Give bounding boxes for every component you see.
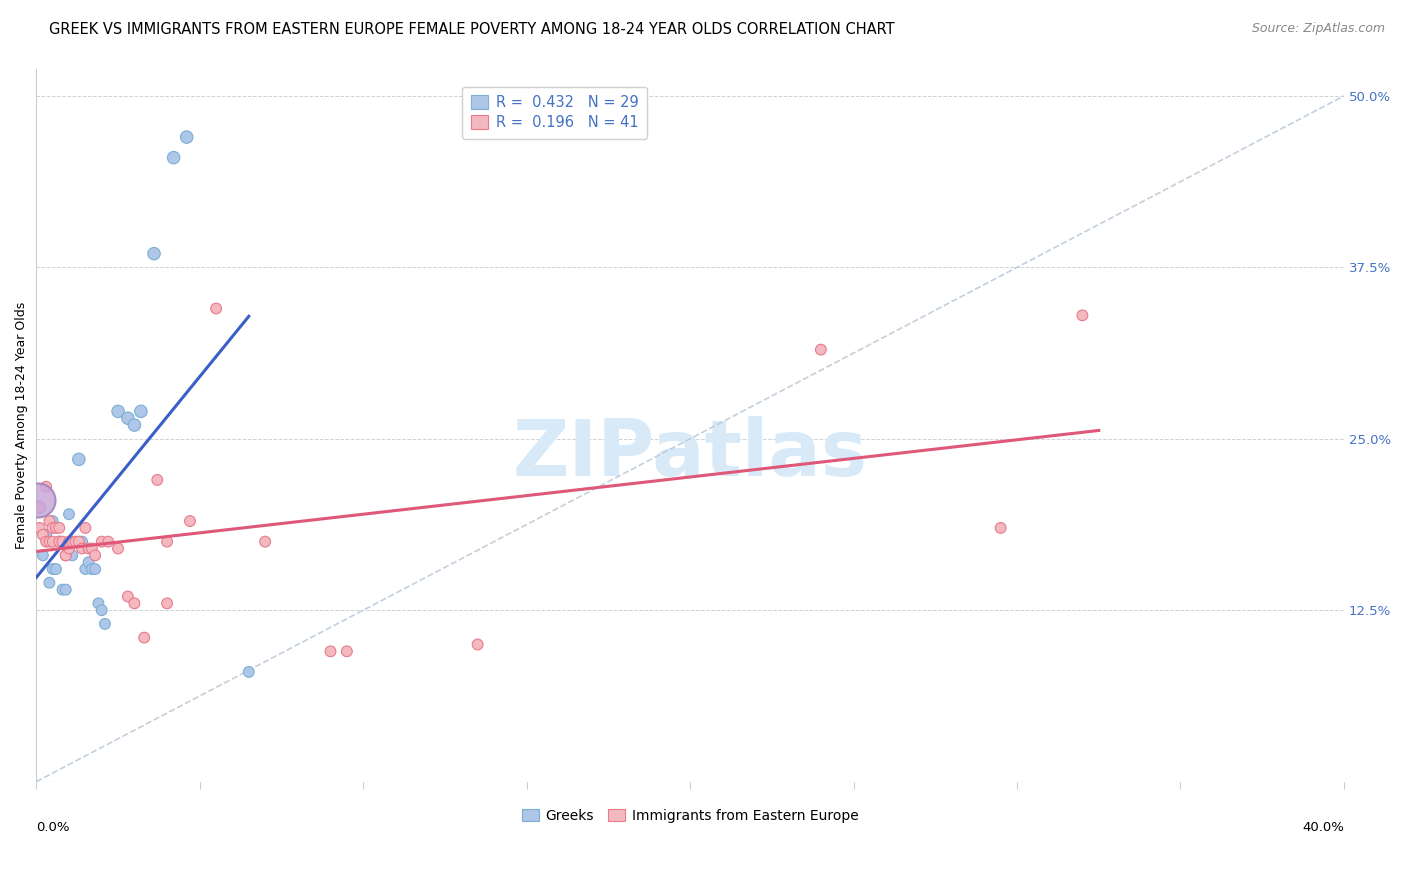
Point (205, 301, 228, 316)
Point (146, 473, 169, 487)
Point (28, 521, 51, 535)
Point (67, 452, 90, 467)
Point (27, 493, 49, 508)
Point (336, 644, 359, 658)
Point (90, 534, 112, 549)
Point (134, 631, 156, 645)
Point (60, 549, 83, 563)
Text: 40.0%: 40.0% (1302, 821, 1344, 834)
Point (810, 343, 832, 357)
Point (176, 130, 198, 145)
Point (41, 562, 63, 576)
Legend: Greeks, Immigrants from Eastern Europe: Greeks, Immigrants from Eastern Europe (516, 803, 863, 828)
Point (319, 644, 342, 658)
Point (75, 562, 97, 576)
Point (60, 534, 83, 549)
Point (77, 555, 100, 569)
Point (51, 534, 73, 549)
Point (84, 562, 107, 576)
Point (58, 534, 80, 549)
Point (70, 534, 93, 549)
Point (467, 638, 489, 652)
Text: ZIPatlas: ZIPatlas (513, 416, 868, 491)
Point (80, 541, 103, 556)
Point (31, 549, 53, 563)
Point (55, 582, 77, 597)
Point (55, 549, 77, 563)
Point (58, 507, 80, 521)
Point (35, 480, 58, 494)
Point (117, 590, 139, 604)
Point (28, 500, 51, 515)
Text: GREEK VS IMMIGRANTS FROM EASTERN EUROPE FEMALE POVERTY AMONG 18-24 YEAR OLDS COR: GREEK VS IMMIGRANTS FROM EASTERN EUROPE … (49, 22, 894, 37)
Point (179, 514, 201, 528)
Point (48, 534, 70, 549)
Point (238, 665, 260, 679)
Point (87, 596, 110, 610)
Point (84, 549, 107, 563)
Point (990, 521, 1012, 535)
Point (51, 582, 73, 597)
Point (117, 411, 139, 425)
Point (67, 534, 90, 549)
Point (162, 151, 184, 165)
Point (254, 534, 277, 549)
Point (41, 521, 63, 535)
Point (156, 534, 179, 549)
Point (41, 534, 63, 549)
Point (38, 575, 60, 590)
Point (107, 404, 129, 418)
Point (35, 528, 58, 542)
Point (65, 534, 87, 549)
Point (28, 500, 51, 515)
Point (41, 514, 63, 528)
Point (31, 528, 53, 542)
Point (38, 514, 60, 528)
Point (97, 534, 120, 549)
Point (77, 541, 100, 556)
Point (90, 603, 112, 617)
Point (70, 541, 93, 556)
Point (107, 541, 129, 556)
Point (129, 404, 152, 418)
Point (94, 616, 117, 631)
Point (45, 562, 67, 576)
Point (143, 246, 166, 260)
Point (124, 418, 146, 433)
Point (80, 562, 103, 576)
Point (38, 534, 60, 549)
Text: 0.0%: 0.0% (37, 821, 70, 834)
Point (55, 549, 77, 563)
Point (45, 521, 67, 535)
Point (48, 534, 70, 549)
Point (48, 521, 70, 535)
Point (58, 541, 80, 556)
Point (124, 596, 146, 610)
Text: Source: ZipAtlas.com: Source: ZipAtlas.com (1251, 22, 1385, 36)
Point (1071, 309, 1094, 323)
Point (75, 521, 97, 535)
Point (156, 596, 179, 610)
Point (35, 534, 58, 549)
Y-axis label: Female Poverty Among 18-24 Year Olds: Female Poverty Among 18-24 Year Olds (15, 301, 28, 549)
